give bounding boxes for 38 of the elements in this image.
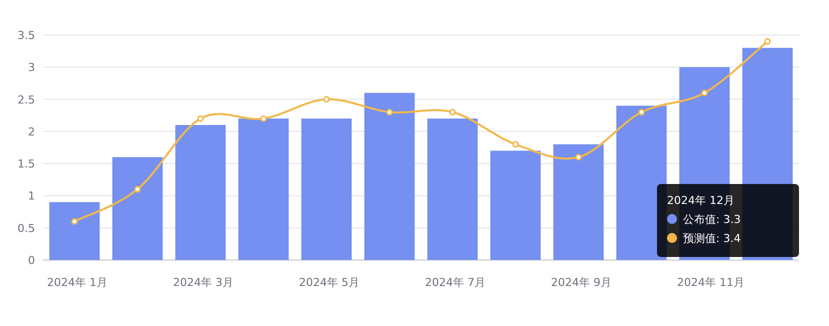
x-tick-label: 2024年 9月 bbox=[551, 276, 612, 289]
x-tick-label: 2024年 5月 bbox=[299, 276, 360, 289]
bar bbox=[238, 118, 289, 260]
y-tick-label: 0.5 bbox=[18, 222, 35, 235]
y-tick-label: 0 bbox=[28, 254, 35, 267]
point bbox=[701, 90, 708, 96]
point bbox=[449, 108, 456, 116]
y-tick-label: 2 bbox=[28, 125, 35, 138]
annotation: 2024年 12月 bbox=[667, 194, 734, 207]
y-tick-label: 3 bbox=[28, 61, 35, 74]
bar bbox=[427, 118, 478, 260]
point bbox=[71, 218, 78, 225]
point bbox=[575, 154, 582, 160]
point bbox=[197, 115, 204, 122]
bar bbox=[490, 150, 541, 260]
annotation: 公布值: 3.3 bbox=[683, 213, 741, 226]
y-tick-label: 2.5 bbox=[18, 93, 35, 106]
bar bbox=[112, 157, 163, 260]
annotation: 预测值: 3.4 bbox=[683, 232, 741, 245]
point bbox=[323, 96, 330, 103]
point bbox=[134, 186, 141, 193]
point bbox=[386, 108, 393, 116]
x-tick-label: 2024年 7月 bbox=[425, 276, 486, 289]
point bbox=[260, 115, 267, 122]
point bbox=[638, 108, 645, 116]
y-tick-label: 3.5 bbox=[18, 29, 35, 42]
bar bbox=[364, 92, 415, 260]
y-tick-label: 1 bbox=[28, 190, 35, 203]
bar bbox=[175, 125, 226, 260]
bar bbox=[49, 202, 100, 260]
x-tick-label: 2024年 3月 bbox=[173, 276, 234, 289]
point bbox=[764, 38, 771, 45]
x-tick-label: 2024年 11月 bbox=[677, 276, 744, 289]
bar bbox=[301, 118, 352, 260]
point bbox=[512, 141, 519, 148]
y-tick-label: 1.5 bbox=[18, 158, 35, 171]
x-tick-label: 2024年 1月 bbox=[47, 276, 108, 289]
bar bbox=[553, 144, 604, 260]
